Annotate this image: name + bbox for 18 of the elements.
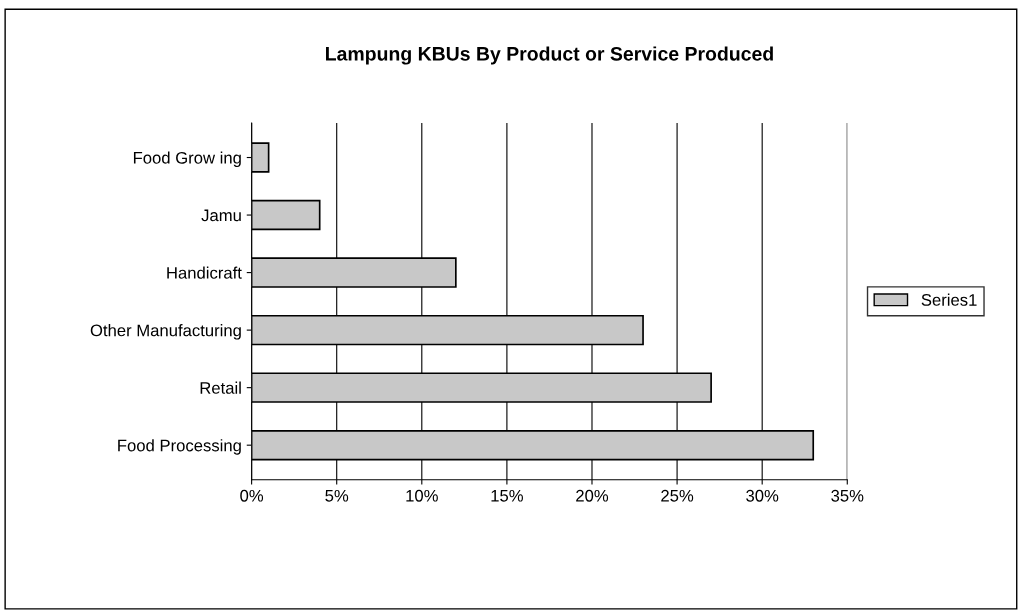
y-tick-label: Food Grow ing bbox=[133, 151, 241, 168]
x-tick-label: 5% bbox=[325, 489, 349, 502]
x-tick-label: 30% bbox=[746, 489, 779, 502]
y-tick-label: Jamu bbox=[201, 209, 241, 222]
y-tick-label: Retail bbox=[200, 381, 241, 394]
x-tick-label: 25% bbox=[661, 489, 694, 502]
x-tick-label: 20% bbox=[576, 489, 609, 502]
x-tick-label: 35% bbox=[831, 489, 864, 502]
y-tick-label: Food Processing bbox=[118, 439, 241, 455]
x-tick-label: 10% bbox=[406, 489, 438, 502]
bar bbox=[251, 142, 270, 173]
y-tick-label: Handicraft bbox=[167, 266, 242, 279]
x-tick-label: 0% bbox=[240, 489, 264, 502]
bar bbox=[251, 199, 321, 231]
chart-title: Lampung KBUs By Product or Service Produced bbox=[326, 46, 773, 65]
x-tick-label: 15% bbox=[491, 489, 523, 502]
legend-label: Series1 bbox=[921, 293, 977, 306]
y-tick-label: Other Manufacturing bbox=[90, 324, 241, 340]
